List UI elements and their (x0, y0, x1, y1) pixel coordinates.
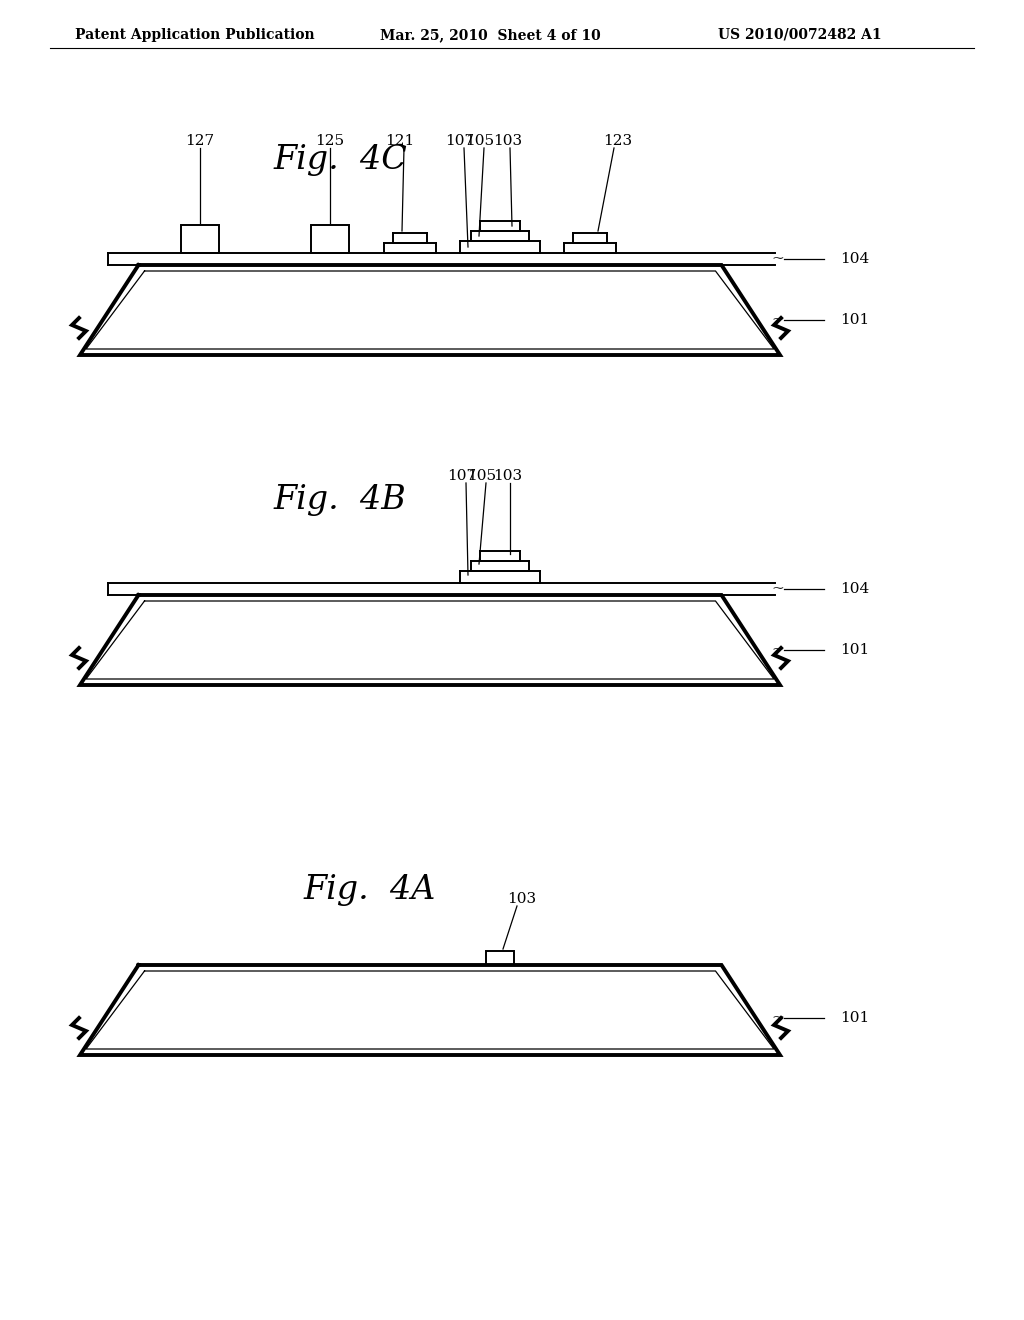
Text: 125: 125 (315, 135, 344, 148)
Text: Patent Application Publication: Patent Application Publication (75, 28, 314, 42)
Text: Fig.  4C: Fig. 4C (273, 144, 407, 176)
Text: 104: 104 (840, 582, 869, 597)
Text: 105: 105 (466, 135, 495, 148)
Text: 103: 103 (494, 469, 522, 483)
Text: 103: 103 (508, 892, 537, 906)
Text: 101: 101 (840, 1011, 869, 1026)
Bar (311, 224, 349, 253)
Text: 123: 123 (603, 135, 633, 148)
Text: ~: ~ (771, 1011, 784, 1026)
Bar (181, 224, 219, 253)
Text: ~: ~ (771, 252, 784, 267)
Text: ~: ~ (771, 582, 784, 597)
Text: Fig.  4A: Fig. 4A (304, 874, 436, 906)
Text: 107: 107 (445, 135, 474, 148)
Text: Fig.  4B: Fig. 4B (273, 484, 407, 516)
Text: 105: 105 (467, 469, 497, 483)
Text: 101: 101 (840, 643, 869, 657)
Text: US 2010/0072482 A1: US 2010/0072482 A1 (718, 28, 882, 42)
Text: ~: ~ (771, 643, 784, 657)
Bar (486, 950, 514, 965)
Text: 121: 121 (385, 135, 415, 148)
Text: 104: 104 (840, 252, 869, 267)
Text: Mar. 25, 2010  Sheet 4 of 10: Mar. 25, 2010 Sheet 4 of 10 (380, 28, 600, 42)
Text: 127: 127 (185, 135, 215, 148)
Text: 103: 103 (494, 135, 522, 148)
Text: 101: 101 (840, 313, 869, 327)
Text: ~: ~ (771, 313, 784, 327)
Text: 107: 107 (447, 469, 476, 483)
